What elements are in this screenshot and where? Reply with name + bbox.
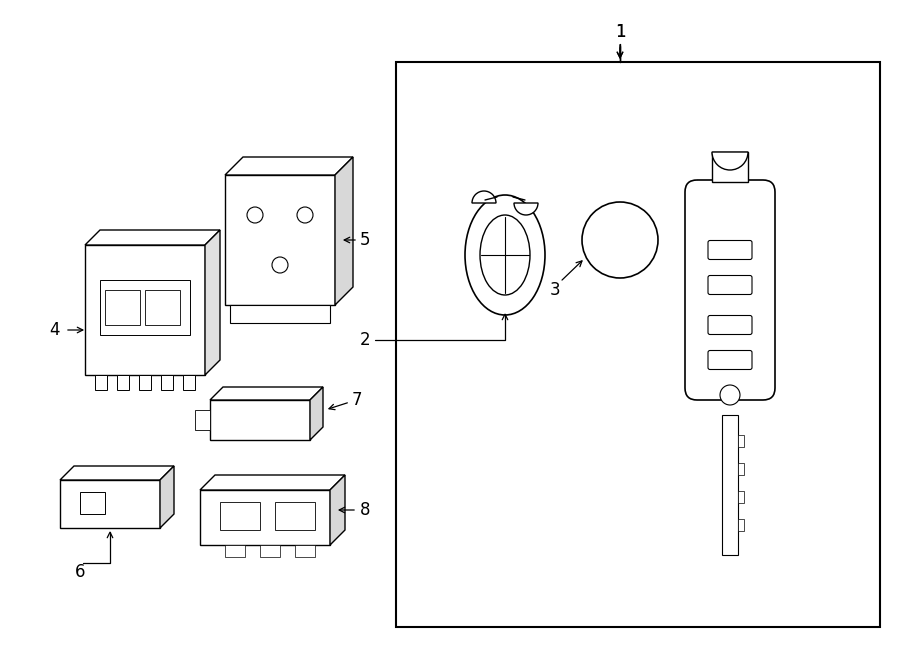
Wedge shape (472, 191, 496, 203)
Bar (396, 62, 880, 627)
Polygon shape (335, 157, 353, 305)
Bar (722, 415, 738, 555)
Circle shape (297, 207, 313, 223)
Bar (275, 502, 315, 530)
FancyBboxPatch shape (708, 241, 752, 260)
Bar (117, 375, 129, 390)
Wedge shape (712, 152, 748, 170)
FancyBboxPatch shape (708, 276, 752, 295)
Text: 4: 4 (50, 321, 60, 339)
Bar (95, 375, 107, 390)
Bar (85, 245, 205, 375)
Circle shape (272, 257, 288, 273)
Bar (161, 375, 173, 390)
Bar (738, 491, 744, 503)
Bar (105, 290, 140, 325)
Bar (225, 545, 245, 557)
Circle shape (582, 202, 658, 278)
FancyBboxPatch shape (708, 350, 752, 369)
Text: 7: 7 (352, 391, 362, 409)
Text: 3: 3 (550, 281, 561, 299)
PathPatch shape (685, 180, 775, 400)
Text: 1: 1 (615, 23, 626, 41)
Bar (738, 519, 744, 531)
Bar (195, 410, 210, 430)
Wedge shape (514, 203, 538, 215)
Bar (225, 175, 335, 305)
Bar (738, 435, 744, 447)
Ellipse shape (480, 215, 530, 295)
Bar (260, 545, 280, 557)
Polygon shape (210, 387, 323, 400)
Bar (183, 375, 195, 390)
Bar (145, 290, 180, 325)
Bar (230, 305, 330, 323)
Bar (139, 375, 151, 390)
Bar (60, 480, 160, 528)
Circle shape (720, 385, 740, 405)
Polygon shape (330, 475, 345, 545)
Polygon shape (205, 230, 220, 375)
Ellipse shape (465, 195, 545, 315)
Polygon shape (85, 230, 220, 245)
Text: 6: 6 (75, 563, 86, 581)
Bar (80, 492, 105, 514)
Polygon shape (160, 466, 174, 528)
Text: 2: 2 (360, 331, 370, 349)
Polygon shape (310, 387, 323, 440)
Polygon shape (60, 466, 174, 480)
Text: 5: 5 (360, 231, 370, 249)
FancyBboxPatch shape (708, 315, 752, 334)
Polygon shape (200, 475, 345, 490)
Bar (200, 490, 330, 545)
Bar (738, 463, 744, 475)
Polygon shape (225, 157, 353, 175)
Bar (220, 502, 260, 530)
Text: 1: 1 (615, 23, 626, 41)
Bar (295, 545, 315, 557)
Bar (100, 280, 190, 335)
Text: 8: 8 (360, 501, 370, 519)
Bar (712, 152, 748, 182)
Bar (210, 400, 310, 440)
Circle shape (247, 207, 263, 223)
